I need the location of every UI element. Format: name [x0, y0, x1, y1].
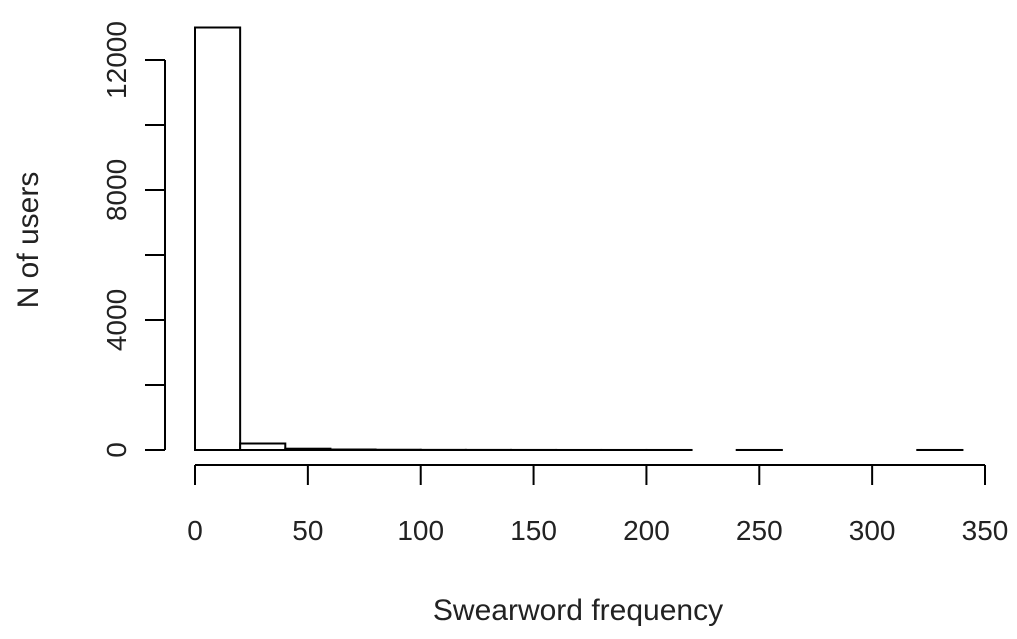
- y-tick-label: 4000: [101, 289, 132, 351]
- histogram-bar: [194, 26, 242, 451]
- x-axis-label: Swearword frequency: [433, 594, 723, 627]
- histogram-bar: [284, 447, 332, 452]
- x-tick-label: 300: [849, 515, 896, 546]
- x-tick-label: 150: [510, 515, 557, 546]
- y-tick-label: 8000: [101, 159, 132, 221]
- x-tick-label: 50: [292, 515, 323, 546]
- histogram-bars: [194, 26, 964, 452]
- y-axis-label: N of users: [12, 172, 45, 309]
- y-tick-label: 0: [101, 442, 132, 458]
- x-tick-label: 0: [187, 515, 203, 546]
- histogram-bar: [239, 442, 287, 451]
- x-tick-label: 350: [962, 515, 1009, 546]
- x-tick-label: 100: [397, 515, 444, 546]
- y-axis: 0 4000 8000 12000: [101, 21, 166, 458]
- x-tick-label: 250: [736, 515, 783, 546]
- y-tick-label: 12000: [101, 21, 132, 99]
- x-axis: 0 50 100 150 200 250 300 350: [187, 464, 1009, 546]
- x-tick-label: 200: [623, 515, 670, 546]
